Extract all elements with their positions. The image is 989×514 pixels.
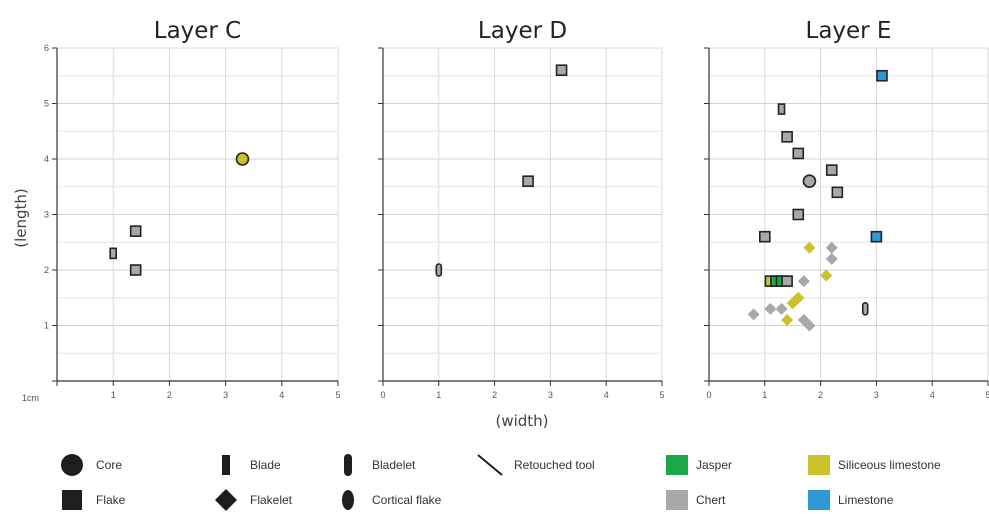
- x-tick-label: 3: [874, 390, 879, 400]
- data-point-flake: [792, 208, 805, 221]
- legend-retouched-tool-label: Retouched tool: [514, 458, 595, 472]
- legend: Core Flake Blade Flakelet Bladelet Cortical f…: [61, 454, 941, 511]
- x-tick-label: 5: [659, 390, 664, 400]
- x-tick-label: 0: [706, 390, 711, 400]
- x-tick-label: 1: [111, 390, 116, 400]
- legend-siliceous-limestone-swatch: [808, 455, 830, 475]
- legend-core-icon: [61, 454, 83, 476]
- data-point-blade: [109, 247, 117, 260]
- data-point-flakelet: [820, 269, 833, 282]
- y-tick-label: 6: [44, 43, 49, 53]
- x-tick-label: 2: [167, 390, 172, 400]
- data-point-flakelet: [775, 302, 788, 315]
- data-point-flake: [522, 175, 534, 187]
- data-point-flake: [758, 230, 771, 243]
- data-point-flake: [870, 230, 883, 243]
- legend-blade-icon: [222, 455, 230, 475]
- legend-cortical-flake-icon: [342, 490, 354, 510]
- legend-flakelet-label: Flakelet: [250, 493, 293, 507]
- x-tick-label: 4: [930, 390, 935, 400]
- chart-panels: 1 2 3 4 5 1 2 3 4 5 6 Layer C 0 1 2 3 4 5 Layer D 0 1 2 3 4 5 Lay…: [44, 18, 989, 400]
- data-point-blade: [777, 103, 786, 115]
- legend-flakelet-icon: [215, 489, 237, 511]
- data-point-flakelet: [803, 241, 816, 254]
- x-tick-label: 2: [492, 390, 497, 400]
- data-point-flake: [129, 225, 142, 237]
- data-point-flake: [876, 69, 888, 82]
- legend-limestone-swatch: [808, 490, 830, 510]
- y-axis-label: (length): [12, 188, 30, 248]
- legend-siliceous-limestone-label: Siliceous limestone: [838, 458, 941, 472]
- panel-1: 1 2 3 4 5 1 2 3 4 5 6 Layer C: [44, 18, 341, 400]
- x-tick-label: 3: [223, 390, 228, 400]
- x-tick-label: 0: [380, 390, 385, 400]
- chart-title: Layer E: [806, 18, 892, 44]
- x-tick-label: 2: [818, 390, 823, 400]
- legend-retouched-tool-icon: [477, 454, 503, 476]
- data-point-flake: [781, 275, 793, 287]
- y-tick-label: 1: [44, 321, 49, 331]
- chart-title: Layer C: [154, 18, 242, 44]
- data-point-flakelet: [803, 319, 816, 332]
- legend-bladelet-label: Bladelet: [372, 458, 416, 472]
- y-tick-label: 2: [44, 265, 49, 275]
- legend-jasper-label: Jasper: [696, 458, 732, 472]
- data-point-flake: [825, 164, 838, 176]
- chart-title: Layer D: [478, 18, 567, 44]
- origin-unit-label: 1cm: [22, 393, 39, 403]
- y-tick-label: 4: [44, 154, 49, 164]
- legend-jasper-swatch: [666, 455, 688, 475]
- legend-core-label: Core: [96, 458, 122, 472]
- data-point-core: [802, 174, 817, 188]
- y-tick-label: 3: [44, 210, 49, 220]
- panel-2: 0 1 2 3 4 5 Layer D: [378, 18, 665, 400]
- data-point-bladelet: [435, 263, 443, 277]
- data-point-core: [235, 152, 250, 166]
- legend-blade-label: Blade: [250, 458, 281, 472]
- data-point-flake: [781, 131, 793, 143]
- legend-flake-label: Flake: [96, 493, 126, 507]
- data-point-flakelet: [786, 297, 799, 310]
- legend-cortical-flake-label: Cortical flake: [372, 493, 442, 507]
- data-point-bladelet: [861, 302, 869, 316]
- data-point-flakelet: [825, 252, 838, 265]
- data-point-flakelet: [781, 313, 794, 326]
- x-tick-label: 5: [985, 390, 989, 400]
- legend-chert-swatch: [666, 490, 688, 510]
- legend-flake-icon: [62, 490, 82, 510]
- legend-limestone-label: Limestone: [838, 493, 894, 507]
- data-point-flakelet: [747, 308, 760, 321]
- x-tick-label: 5: [335, 390, 340, 400]
- legend-chert-label: Chert: [696, 493, 726, 507]
- data-point-flake: [792, 147, 805, 160]
- x-tick-label: 3: [548, 390, 553, 400]
- panel-3: 0 1 2 3 4 5 Layer E: [704, 18, 989, 400]
- x-axis-label: (width): [495, 412, 548, 430]
- y-tick-label: 5: [44, 99, 49, 109]
- x-tick-label: 4: [604, 390, 609, 400]
- legend-bladelet-icon: [344, 454, 352, 476]
- x-tick-label: 4: [279, 390, 284, 400]
- data-point-flakelet: [764, 302, 777, 315]
- x-tick-label: 1: [762, 390, 767, 400]
- x-tick-label: 1: [436, 390, 441, 400]
- data-point-flake: [831, 186, 844, 199]
- data-point-flakelet: [797, 275, 810, 288]
- data-point-flakelet: [825, 241, 838, 254]
- data-point-flake: [129, 264, 142, 276]
- data-point-flake: [555, 64, 568, 76]
